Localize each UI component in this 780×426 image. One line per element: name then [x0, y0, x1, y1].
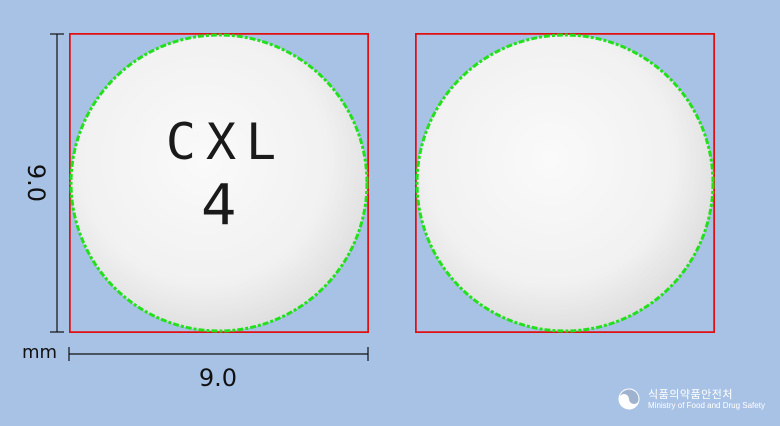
pill-front-contour [69, 33, 369, 333]
pill-back-svg [415, 33, 715, 333]
logo-english-name: Ministry of Food and Drug Safety [648, 401, 765, 410]
pill-front-imprint-line2: 4 [201, 173, 237, 238]
taegeuk-icon [618, 388, 640, 410]
pill-front-imprint-line1: CXL [165, 113, 287, 171]
mfds-logo: 식품의약품안전처 Ministry of Food and Drug Safet… [618, 386, 774, 414]
width-dimension-label: 9.0 [198, 364, 238, 392]
pill-back-face [415, 33, 715, 333]
unit-label: mm [22, 342, 58, 363]
pill-front-body [71, 35, 367, 331]
pill-back-body [417, 35, 713, 331]
logo-korean-name: 식품의약품안전처 [648, 388, 733, 401]
pill-back-contour [415, 33, 715, 333]
pill-front-face: CXL 4 [69, 33, 369, 333]
height-dimension-label: 9.0 [22, 163, 50, 203]
pill-front-svg [69, 33, 369, 333]
